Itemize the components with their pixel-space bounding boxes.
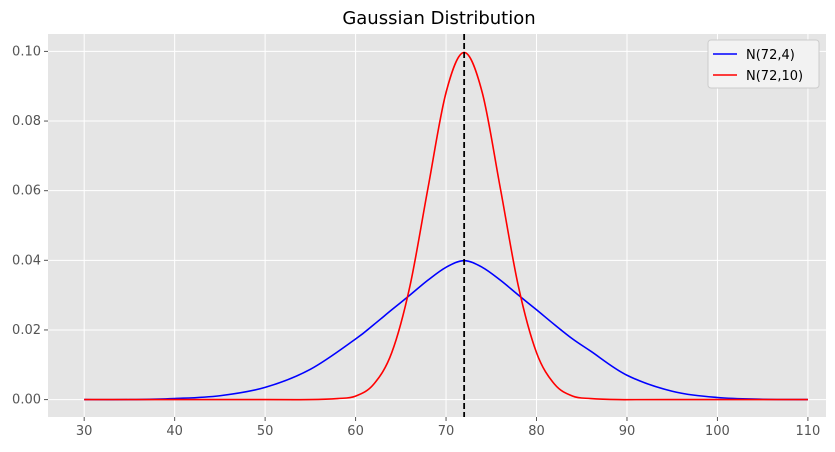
x-tick-label: 70 (438, 424, 455, 439)
legend: N(72,4) N(72,10) (707, 39, 820, 89)
y-tick-label: 0.08 (12, 114, 41, 129)
plot-area (48, 34, 826, 417)
x-tick-label: 40 (166, 424, 183, 439)
y-tick-label: 0.00 (12, 393, 41, 408)
y-tick-label: 0.06 (12, 184, 41, 199)
legend-box (707, 39, 820, 89)
x-tick-label: 60 (347, 424, 364, 439)
chart-title: Gaussian Distribution (342, 8, 535, 29)
y-tick-label: 0.02 (12, 323, 41, 338)
x-tick-label: 90 (619, 424, 636, 439)
y-tick-label: 0.04 (12, 253, 41, 268)
legend-label-n72-4: N(72,4) (746, 48, 795, 63)
x-tick-label: 80 (528, 424, 545, 439)
x-tick-label: 30 (76, 424, 93, 439)
y-tick-label: 0.10 (12, 44, 41, 59)
axis-ticks: 30 40 50 60 70 80 90 100 110 0.00 0.02 0.04 0.06 0.08… (12, 44, 820, 439)
x-tick-label: 100 (705, 424, 730, 439)
x-tick-label: 110 (795, 424, 820, 439)
x-tick-label: 50 (257, 424, 274, 439)
legend-label-n72-10: N(72,10) (746, 69, 803, 84)
